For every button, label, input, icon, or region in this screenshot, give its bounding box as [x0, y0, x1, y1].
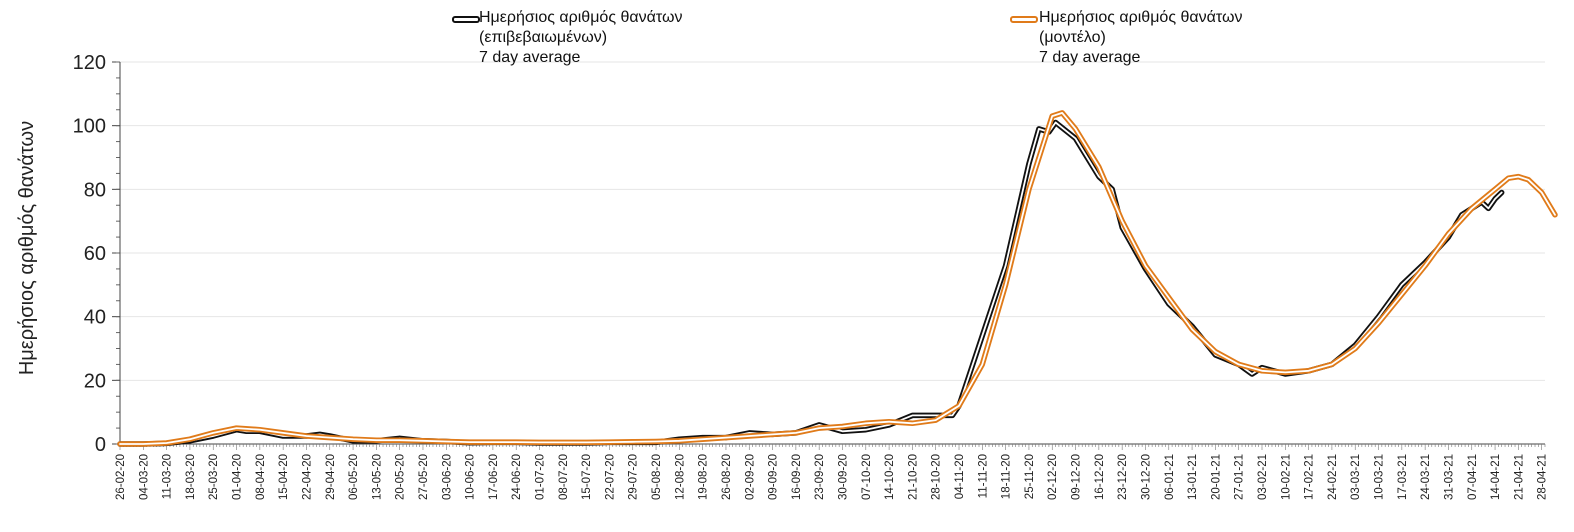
y-tick-label: 120: [73, 52, 106, 74]
legend-text-model: Ημερήσιος αριθμός θανάτων (μοντέλο) 7 da…: [1039, 8, 1242, 68]
x-tick-label: 11-11-20: [977, 454, 989, 498]
x-tick-label: 17-03-21: [1397, 454, 1409, 500]
x-tick-label: 26-08-20: [721, 454, 733, 500]
x-tick-label: 06-01-21: [1164, 454, 1176, 500]
legend-text-confirmed: Ημερήσιος αριθμός θανάτων (επιβεβαιωμένω…: [479, 8, 682, 68]
grid-lines: [120, 61, 1545, 381]
x-tick-label: 14-10-20: [884, 454, 896, 500]
legend-line: 7 day average: [1039, 49, 1141, 66]
x-tick-label: 02-09-20: [744, 454, 756, 500]
y-axis-label: Ημερήσιος αριθμός θανάτων: [16, 121, 38, 375]
x-axis: 26-02-20 04-03-20 11-03-20 18-03-20 25-03-20…: [115, 443, 1549, 500]
legend-line: 7 day average: [479, 49, 581, 66]
legend-line: Ημερήσιος αριθμός θανάτων: [1039, 9, 1243, 26]
x-tick-label: 13-05-20: [371, 454, 383, 500]
x-tick-label: 15-07-20: [581, 454, 593, 500]
x-tick-label: 06-05-20: [348, 454, 360, 500]
x-tick-label: 14-04-21: [1490, 454, 1502, 500]
x-tick-label: 13-01-21: [1187, 454, 1199, 500]
x-tick-label: 04-11-20: [954, 454, 966, 499]
x-tick-label: 25-03-20: [208, 454, 220, 500]
x-tick-label: 10-02-21: [1280, 454, 1292, 500]
x-tick-label: 22-04-20: [301, 454, 313, 500]
x-tick-label: 19-08-20: [698, 454, 710, 500]
x-tick-label: 09-09-20: [768, 454, 780, 500]
y-tick-label: 40: [84, 307, 106, 329]
x-tick-label: 26-02-20: [115, 454, 127, 500]
x-tick-label: 18-03-20: [185, 454, 197, 500]
legend-line: Ημερήσιος αριθμός θανάτων: [479, 9, 683, 26]
x-tick-label: 21-04-21: [1513, 454, 1525, 500]
x-tick-label: 27-01-21: [1234, 454, 1246, 500]
x-tick-label: 01-04-20: [232, 454, 244, 500]
y-tick-label: 20: [84, 370, 106, 392]
x-tick-label: 07-10-20: [861, 454, 873, 500]
series-line-outer-1: [117, 119, 1505, 447]
x-tick-label: 02-12-20: [1047, 454, 1059, 500]
x-tick-label: 11-03-20: [162, 454, 174, 499]
x-tick-label: 03-06-20: [441, 454, 453, 500]
x-tick-label: 20-05-20: [395, 454, 407, 500]
x-tick-label: 23-09-20: [814, 454, 826, 500]
x-tick-label: 29-04-20: [325, 454, 337, 500]
x-tick-label: 31-03-21: [1443, 454, 1455, 500]
x-tick-label: 29-07-20: [628, 454, 640, 500]
x-tick-label: 03-02-21: [1257, 454, 1269, 500]
y-tick-label: 100: [73, 116, 106, 138]
x-tick-label: 20-01-21: [1210, 454, 1222, 500]
x-tick-label: 24-02-21: [1327, 454, 1339, 500]
series-line-inner-1: [119, 121, 1503, 445]
x-tick-label: 24-06-20: [511, 454, 523, 500]
x-tick-label: 30-12-20: [1140, 454, 1152, 500]
legend-line: (μοντέλο): [1039, 29, 1106, 46]
x-tick-label: 16-09-20: [791, 454, 803, 500]
x-tick-label: 24-03-21: [1420, 454, 1432, 500]
x-tick-label: 21-10-20: [907, 454, 919, 500]
legend-swatch-confirmed: [452, 16, 480, 23]
x-tick-label: 08-07-20: [558, 454, 570, 500]
y-tick-label: 60: [84, 243, 106, 265]
y-tick-label: 0: [95, 434, 106, 456]
x-tick-label: 18-11-20: [1001, 454, 1013, 499]
x-tick-label: 10-03-21: [1374, 454, 1386, 500]
x-tick-label: 28-10-20: [931, 454, 943, 500]
x-tick-label: 07-04-21: [1467, 454, 1479, 500]
x-tick-label: 09-12-20: [1071, 454, 1083, 500]
series-line-inner-2: [119, 112, 1556, 445]
series-line-outer-2: [117, 110, 1558, 447]
y-tick-label: 80: [84, 179, 106, 201]
x-tick-label: 01-07-20: [535, 454, 547, 500]
x-tick-label: 04-03-20: [138, 454, 150, 500]
x-tick-label: 30-09-20: [837, 454, 849, 500]
x-tick-label: 17-02-21: [1304, 454, 1316, 500]
x-tick-label: 05-08-20: [651, 454, 663, 500]
x-tick-label: 17-06-20: [488, 454, 500, 500]
x-tick-label: 15-04-20: [278, 454, 290, 500]
x-tick-label: 25-11-20: [1024, 454, 1036, 499]
legend-swatch-model: [1010, 16, 1038, 23]
x-tick-label: 23-12-20: [1117, 454, 1129, 500]
x-tick-label: 28-04-21: [1537, 454, 1549, 500]
x-tick-label: 27-05-20: [418, 454, 430, 500]
x-tick-label: 08-04-20: [255, 454, 267, 500]
series-lines: [117, 110, 1558, 447]
y-axis: 0 20 40 60 80 100 120: [73, 52, 121, 456]
x-tick-label: 16-12-20: [1094, 454, 1106, 500]
legend-line: (επιβεβαιωμένων): [479, 29, 608, 46]
x-tick-label: 12-08-20: [674, 454, 686, 500]
x-tick-label: 03-03-21: [1350, 454, 1362, 500]
x-tick-label: 22-07-20: [604, 454, 616, 500]
x-tick-label: 10-06-20: [465, 454, 477, 500]
